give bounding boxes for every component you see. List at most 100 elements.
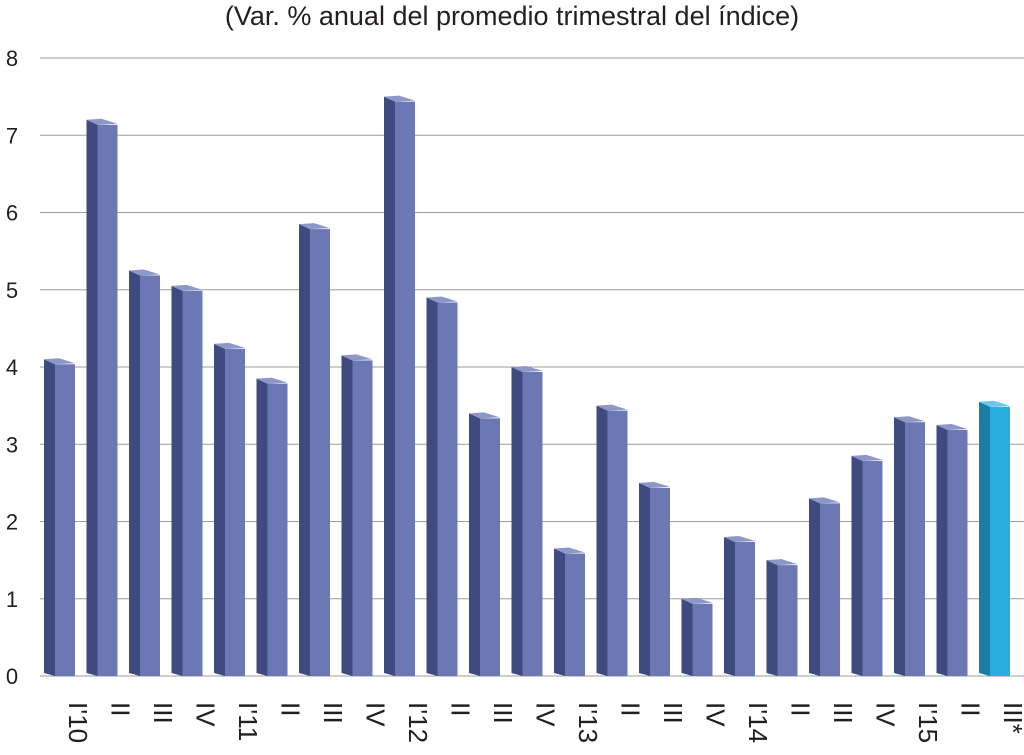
y-tick-label: 5 xyxy=(6,278,18,303)
x-tick-label: II xyxy=(106,702,136,716)
bar-side xyxy=(766,560,778,676)
bar xyxy=(596,404,628,676)
bar xyxy=(936,423,968,676)
x-tick-label: III xyxy=(148,702,178,724)
bar xyxy=(894,416,925,676)
x-tick-label: IV xyxy=(701,702,731,727)
bar-top xyxy=(384,95,415,102)
bar-front xyxy=(97,124,118,677)
x-tick-label: IV xyxy=(871,702,901,727)
bar xyxy=(809,497,840,676)
bar-side xyxy=(979,401,990,676)
bar-top xyxy=(724,535,755,542)
x-tick-label: III xyxy=(658,702,688,724)
bar-side xyxy=(299,224,310,676)
bar-front xyxy=(395,101,415,676)
bar xyxy=(129,269,160,676)
bar xyxy=(681,597,713,676)
bar-top xyxy=(979,400,1010,407)
bar xyxy=(171,284,203,676)
bar xyxy=(851,454,883,676)
bar-front xyxy=(480,418,500,676)
x-tick-label: II xyxy=(446,702,476,716)
bar-side xyxy=(511,367,523,676)
bar-front xyxy=(650,487,670,676)
bar-front xyxy=(182,290,203,676)
x-tick-label: IV xyxy=(531,702,561,727)
bar-front xyxy=(310,229,330,676)
y-axis-ticks: 0 1 2 3 4 5 6 7 8 xyxy=(6,46,18,689)
bar-front xyxy=(565,553,585,676)
bar-front xyxy=(735,541,755,676)
bar-top xyxy=(469,412,500,419)
chart-subtitle: (Var. % anual del promedio trimestral de… xyxy=(224,1,800,31)
x-tick-label: III xyxy=(488,702,518,724)
bar-side xyxy=(129,270,140,676)
bar xyxy=(384,95,415,676)
x-tick-label: II xyxy=(956,702,986,716)
bar-side xyxy=(384,96,395,676)
x-tick-label: I'13 xyxy=(573,702,603,743)
bar xyxy=(256,377,288,676)
bar xyxy=(554,547,585,676)
bar xyxy=(214,342,245,676)
bar-front xyxy=(267,383,288,676)
bar-top xyxy=(214,342,245,349)
bar-top xyxy=(851,454,883,461)
bar-front xyxy=(352,360,373,676)
x-axis-ticks: I'10 II III IV I'11 II III IV I'12 II III IV I'13 II I… xyxy=(63,702,1024,743)
bar-front xyxy=(225,348,245,676)
bar-side xyxy=(426,297,438,676)
bar-side xyxy=(596,405,608,676)
bar-top xyxy=(341,354,373,361)
bar-side xyxy=(171,285,183,676)
x-tick-label: III* xyxy=(998,702,1024,734)
bar-top xyxy=(809,497,840,504)
bar-side xyxy=(214,343,225,676)
y-tick-label: 6 xyxy=(6,201,18,226)
y-tick-label: 8 xyxy=(6,46,18,71)
bar-front xyxy=(55,364,75,676)
x-tick-label: IV xyxy=(191,702,221,727)
bar-side xyxy=(86,119,98,677)
bar-top xyxy=(936,423,968,430)
bar-top xyxy=(639,481,670,488)
bar-side xyxy=(851,455,863,676)
bar-top xyxy=(299,223,330,230)
bar-front xyxy=(820,503,840,676)
x-tick-label: I'10 xyxy=(63,702,93,743)
bar-top xyxy=(554,547,585,554)
bar-side xyxy=(936,424,948,676)
bar xyxy=(86,118,118,677)
bar-top xyxy=(86,118,118,125)
y-tick-label: 4 xyxy=(6,355,18,380)
y-tick-label: 0 xyxy=(6,664,18,689)
bar-top xyxy=(766,559,798,566)
bar-side xyxy=(341,355,353,676)
bar-top xyxy=(511,366,543,372)
x-tick-label: I'14 xyxy=(743,702,773,743)
x-tick-label: II xyxy=(616,702,646,716)
bar-side xyxy=(681,598,693,676)
y-tick-label: 2 xyxy=(6,510,18,535)
bars xyxy=(44,95,1010,677)
bar-top xyxy=(256,377,288,384)
bar-side xyxy=(809,498,820,676)
bar-top xyxy=(596,404,628,411)
x-tick-label: III xyxy=(318,702,348,724)
bar xyxy=(979,400,1010,676)
bar xyxy=(639,481,670,676)
bar-side xyxy=(469,413,480,676)
bar-front xyxy=(522,372,543,676)
bar-front xyxy=(990,406,1010,676)
y-tick-label: 1 xyxy=(6,587,18,612)
bar-top xyxy=(681,597,713,604)
bar-front xyxy=(140,275,160,676)
x-tick-label: III xyxy=(828,702,858,724)
bar xyxy=(426,296,458,676)
bar-side xyxy=(894,417,905,676)
y-tick-label: 7 xyxy=(6,123,18,148)
x-tick-label: I'15 xyxy=(913,702,943,743)
bar-front xyxy=(437,302,458,676)
bar xyxy=(724,535,755,676)
